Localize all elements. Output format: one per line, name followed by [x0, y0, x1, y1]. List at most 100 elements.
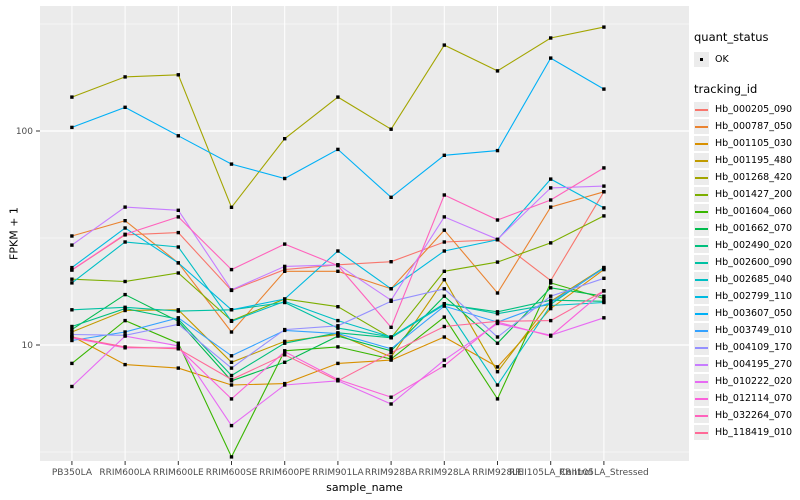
data-point: [229, 319, 234, 323]
legend-item-label: Hb_001105_030: [715, 138, 793, 149]
data-point: [336, 147, 340, 152]
data-point: [602, 316, 606, 320]
data-point: [229, 354, 234, 358]
legend-item-label: Hb_001662_070: [715, 223, 793, 234]
data-point: [176, 215, 180, 219]
data-point: [549, 56, 553, 60]
data-point: [389, 195, 393, 199]
data-point: [70, 384, 74, 389]
x-axis-title: sample_name: [326, 481, 403, 494]
legend-key-swatch: [694, 204, 709, 219]
data-point: [123, 318, 127, 323]
data-point: [283, 242, 287, 246]
legend-item: Hb_002685_040: [694, 271, 800, 288]
legend-item: Hb_012114_070: [694, 390, 800, 407]
y-tick-label: 10: [22, 341, 34, 351]
data-point: [389, 395, 393, 399]
data-point: [123, 226, 127, 230]
data-point: [442, 324, 446, 329]
data-point: [70, 361, 74, 366]
data-point: [442, 287, 446, 291]
data-point: [123, 105, 127, 109]
legend-quant-status-title: quant_status: [694, 30, 769, 44]
data-point: [283, 267, 287, 272]
data-point: [495, 148, 500, 153]
legend-item-label: Hb_000205_090: [715, 104, 793, 115]
data-point: [336, 379, 340, 383]
legend-key-swatch: [694, 340, 709, 355]
data-point: [442, 215, 446, 219]
data-point: [176, 134, 180, 138]
data-point: [336, 318, 340, 323]
x-tick-label: RRIM901LA: [312, 468, 364, 478]
data-point: [389, 335, 393, 339]
data-point: [336, 324, 340, 328]
x-tick-label: RRIM600LE: [153, 468, 204, 478]
legend-item: Hb_003749_010: [694, 322, 800, 339]
data-point: [283, 341, 287, 345]
data-point: [283, 327, 287, 332]
data-point: [70, 277, 74, 281]
data-point: [283, 299, 287, 303]
data-point: [70, 281, 74, 285]
legend-item: Hb_003607_050: [694, 305, 800, 322]
data-point: [176, 309, 180, 313]
legend-item-label: Hb_001268_420: [715, 172, 793, 183]
data-point: [229, 267, 234, 272]
legend-item: Hb_002490_020: [694, 237, 800, 254]
data-point: [549, 281, 553, 285]
data-point: [70, 95, 74, 99]
data-point: [389, 347, 393, 351]
legend-tracking-id-items: Hb_000205_090 Hb_000787_050 Hb_001105_030 H…: [694, 101, 800, 441]
data-point: [602, 87, 606, 91]
data-point: [549, 294, 553, 298]
data-point: [336, 305, 340, 309]
data-point: [602, 294, 606, 298]
legend-item-ok: OK: [694, 51, 800, 68]
y-axis-title: FPKM + 1: [7, 207, 21, 260]
data-point: [229, 377, 234, 382]
data-point: [495, 260, 500, 264]
data-point: [495, 310, 500, 314]
data-point: [176, 245, 180, 249]
legend-item-label: Hb_001604_060: [715, 206, 793, 217]
data-point: [123, 205, 127, 209]
data-point: [123, 362, 127, 367]
data-point: [229, 455, 234, 459]
legend-key-swatch: [694, 289, 709, 304]
data-point: [495, 218, 500, 222]
x-tick-label: RRII105LA_Control: [509, 468, 592, 478]
data-point: [336, 269, 340, 273]
data-point: [123, 219, 127, 223]
data-point: [176, 366, 180, 370]
data-point: [123, 75, 127, 79]
data-point: [602, 300, 606, 305]
legend-item: Hb_002799_110: [694, 288, 800, 305]
data-point: [176, 261, 180, 265]
x-tick-label: RRIM600PE: [259, 468, 311, 478]
data-point: [229, 366, 234, 370]
data-point: [336, 249, 340, 253]
legend-key-swatch: [694, 408, 709, 423]
x-tick-label: RRIM928LA: [419, 468, 471, 478]
legend-item-ok-label: OK: [715, 54, 729, 65]
data-point: [442, 304, 446, 308]
legend-item: Hb_001662_070: [694, 220, 800, 237]
data-point: [176, 341, 180, 345]
data-point: [70, 265, 74, 270]
data-point: [442, 335, 446, 339]
legend-key-swatch: [694, 272, 709, 287]
legend-key-swatch: [694, 323, 709, 338]
data-point: [495, 370, 500, 374]
data-point: [549, 205, 553, 209]
legend-item: Hb_001427_200: [694, 186, 800, 203]
data-point: [495, 291, 500, 295]
data-point: [549, 278, 553, 283]
data-point: [389, 357, 393, 361]
legend-key-swatch: [694, 221, 709, 236]
data-point: [283, 297, 287, 301]
legend-item-label: Hb_002490_020: [715, 240, 793, 251]
data-point: [495, 397, 500, 401]
data-point: [70, 332, 74, 337]
